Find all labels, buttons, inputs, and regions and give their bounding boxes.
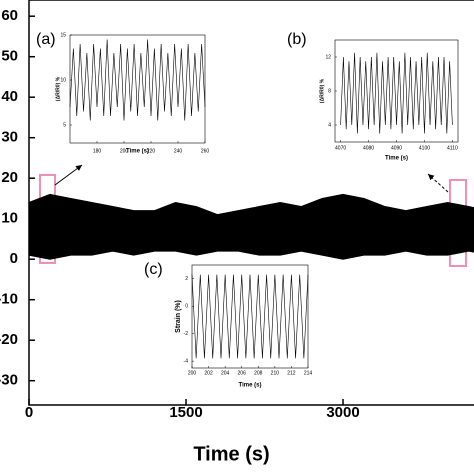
inset-background xyxy=(192,265,308,368)
arrow xyxy=(54,164,83,186)
y-tick-label: 20 xyxy=(1,169,18,186)
x-tick-label: 1500 xyxy=(169,404,202,421)
y-tick-label: 30 xyxy=(1,129,18,146)
y-tick-label: 15 xyxy=(60,32,66,38)
y-tick-label: -4 xyxy=(184,358,189,364)
arrow xyxy=(427,173,449,193)
y-tick-label: 12 xyxy=(325,54,331,60)
x-tick-label: 240 xyxy=(174,148,183,154)
y-tick-label: 8 xyxy=(328,88,331,94)
x-tick-label: 3000 xyxy=(326,404,359,421)
x-tick-label: 200 xyxy=(188,370,197,376)
x-tick-label: 206 xyxy=(238,370,247,376)
x-axis-label: Time (s) xyxy=(385,156,408,162)
inset-background xyxy=(70,35,205,143)
x-tick-label: 4080 xyxy=(363,145,374,151)
axis-frame xyxy=(69,34,206,144)
y-tick-label: -2 xyxy=(184,331,189,337)
x-tick-label: 204 xyxy=(221,370,230,376)
x-tick-label: 180 xyxy=(93,148,102,154)
y-tick-label: -20 xyxy=(0,331,18,348)
y-tick-label: 5 xyxy=(63,122,66,128)
y-tick-label: 10 xyxy=(60,77,66,83)
y-tick-label: 0 xyxy=(10,250,18,267)
y-tick-label: 2 xyxy=(185,276,188,282)
signal-line xyxy=(340,52,453,134)
signal-line xyxy=(69,39,206,121)
x-tick-label: 200 xyxy=(120,148,129,154)
x-axis-label: Time (s) xyxy=(193,443,269,465)
signal-band xyxy=(28,193,474,260)
x-tick-label: 210 xyxy=(271,370,280,376)
y-axis-label: (ΔR/R0) % xyxy=(319,78,325,103)
y-tick-label: 10 xyxy=(1,210,18,227)
y-tick-label: 50 xyxy=(1,48,18,65)
x-tick-label: 212 xyxy=(287,370,296,376)
panel-label: (c) xyxy=(144,261,163,278)
x-tick-label: 4090 xyxy=(391,145,402,151)
y-tick-label: 4 xyxy=(328,122,331,128)
axis-frame xyxy=(191,264,309,369)
x-axis-label: Time (s) xyxy=(126,149,149,155)
y-axis-label: (ΔR/R0) % xyxy=(55,76,61,101)
y-tick-label: 60 xyxy=(1,7,18,24)
y-tick-label: 0 xyxy=(185,304,188,310)
signal-line xyxy=(191,274,309,359)
x-tick-label: 4070 xyxy=(335,145,346,151)
x-tick-label: 220 xyxy=(147,148,156,154)
panel-label: (b) xyxy=(287,31,307,48)
x-tick-label: 4100 xyxy=(419,145,430,151)
y-axis-label: Strain (%) xyxy=(175,300,182,333)
panel-label: (a) xyxy=(36,31,56,48)
y-tick-label: 40 xyxy=(1,88,18,105)
axis-frame xyxy=(28,0,474,406)
x-tick-label: 208 xyxy=(254,370,263,376)
x-tick-label: 202 xyxy=(204,370,213,376)
y-tick-label: -10 xyxy=(0,291,18,308)
x-tick-label: 260 xyxy=(201,148,210,154)
x-tick-label: 214 xyxy=(304,370,313,376)
y-tick-label: -30 xyxy=(0,372,18,389)
x-tick-label: 0 xyxy=(25,404,33,421)
x-axis-label: Time (s) xyxy=(239,383,262,389)
x-tick-label: 4110 xyxy=(447,145,458,151)
